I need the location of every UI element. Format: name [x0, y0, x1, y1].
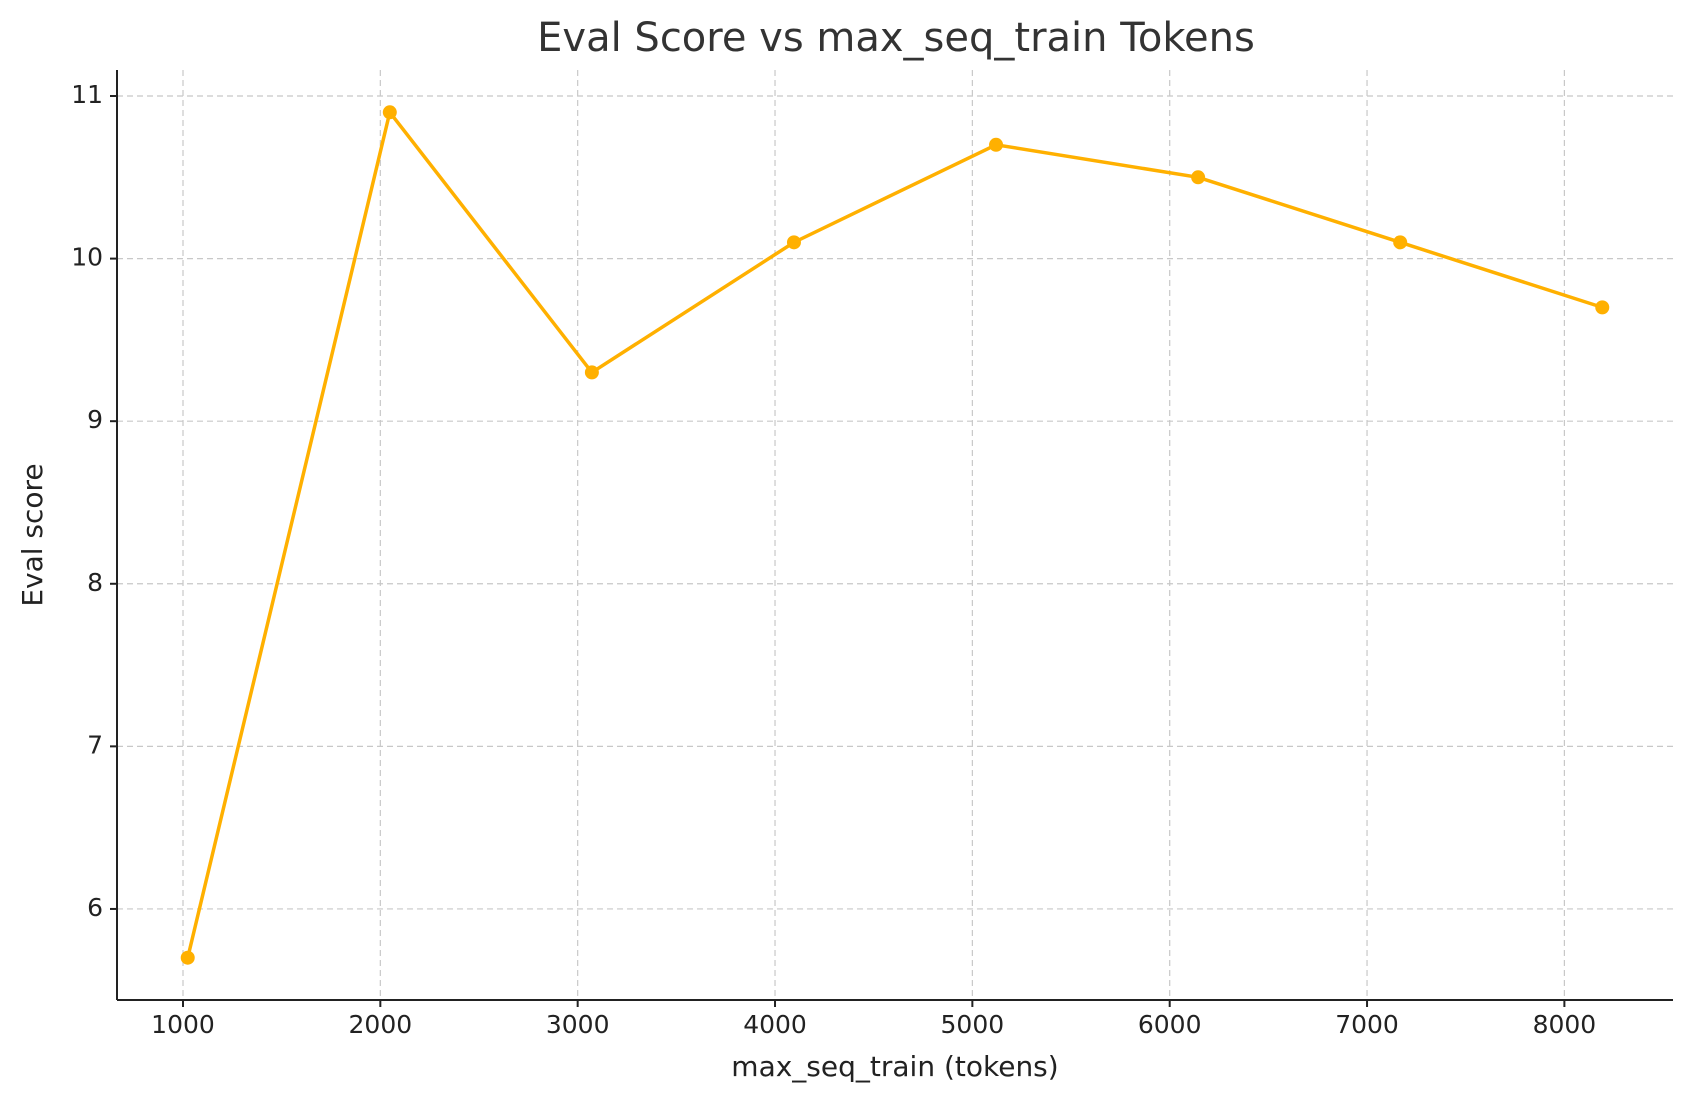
y-tick-label: 7	[87, 730, 103, 759]
y-tick-label: 6	[87, 893, 103, 922]
y-tick-label: 8	[87, 568, 103, 597]
x-tick-label: 4000	[743, 1010, 807, 1039]
point	[584, 365, 599, 380]
x-axis-label: max_seq_train (tokens)	[731, 1050, 1058, 1083]
x-tick-label: 5000	[941, 1010, 1005, 1039]
point	[180, 950, 195, 965]
point	[1595, 300, 1610, 315]
y-tick-label: 10	[71, 243, 103, 272]
point	[382, 105, 397, 120]
x-tick-label: 6000	[1138, 1010, 1202, 1039]
point	[786, 235, 801, 250]
y-tick-label: 11	[71, 80, 103, 109]
point	[1393, 235, 1408, 250]
x-tick-label: 3000	[546, 1010, 610, 1039]
x-tick-label: 7000	[1335, 1010, 1399, 1039]
x-tick-label: 2000	[349, 1010, 413, 1039]
point	[1191, 170, 1206, 185]
y-axis-label: Eval score	[16, 463, 49, 606]
chart-title: Eval Score vs max_seq_train Tokens	[537, 15, 1255, 61]
line	[186, 108, 1603, 959]
x-tick-label: 8000	[1533, 1010, 1597, 1039]
y-tick-label: 9	[87, 405, 103, 434]
x-tick-label: 1000	[151, 1010, 215, 1039]
point	[989, 137, 1004, 152]
